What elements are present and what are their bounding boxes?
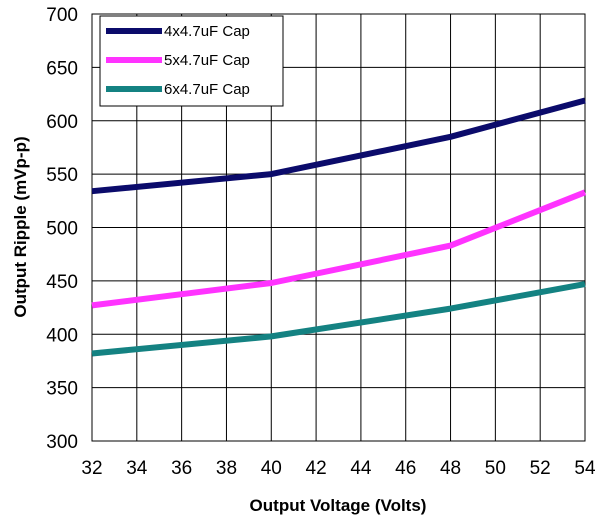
- plot-area-border: [91, 13, 586, 442]
- x-tick-label: 38: [216, 458, 237, 479]
- legend-label: 5x4.7uF Cap: [164, 52, 250, 69]
- y-tick-label: 500: [46, 219, 78, 240]
- series-line-1: [91, 97, 586, 195]
- y-tick-labels: 300 350 400 450 500 550 600 650 700: [46, 5, 78, 453]
- x-tick-label: 48: [440, 458, 461, 479]
- series-line-3: [91, 281, 586, 357]
- y-axis-title: Output Ripple (mVp-p): [11, 136, 30, 317]
- series-line-2: [91, 189, 587, 309]
- y-tick-label: 650: [46, 58, 78, 79]
- y-tick-label: 350: [46, 379, 78, 400]
- x-tick-label: 34: [126, 458, 148, 479]
- y-tick-label: 600: [46, 112, 78, 133]
- legend-label: 6x4.7uF Cap: [164, 81, 250, 98]
- x-tick-labels: 32 34 36 38 40 42 44 46 48 50 52 54: [81, 458, 596, 479]
- x-tick-label: 52: [530, 458, 551, 479]
- legend: 4x4.7uF Cap 5x4.7uF Cap 6x4.7uF Cap: [99, 15, 284, 107]
- y-tick-label: 400: [46, 325, 78, 346]
- y-tick-label: 450: [46, 272, 78, 293]
- x-tick-label: 44: [350, 458, 372, 479]
- x-tick-label: 54: [574, 458, 596, 479]
- y-tick-label: 550: [46, 165, 78, 186]
- x-tick-label: 42: [306, 458, 327, 479]
- x-tick-label: 50: [485, 458, 506, 479]
- x-tick-label: 32: [81, 458, 102, 479]
- x-tick-label: 36: [171, 458, 192, 479]
- legend-label: 4x4.7uF Cap: [164, 23, 250, 40]
- series-lines: [91, 97, 587, 357]
- x-tick-label: 40: [261, 458, 282, 479]
- y-tick-label: 700: [46, 5, 78, 26]
- x-tick-label: 46: [395, 458, 416, 479]
- x-axis-title: Output Voltage (Volts): [250, 496, 427, 515]
- y-tick-label: 300: [46, 432, 78, 453]
